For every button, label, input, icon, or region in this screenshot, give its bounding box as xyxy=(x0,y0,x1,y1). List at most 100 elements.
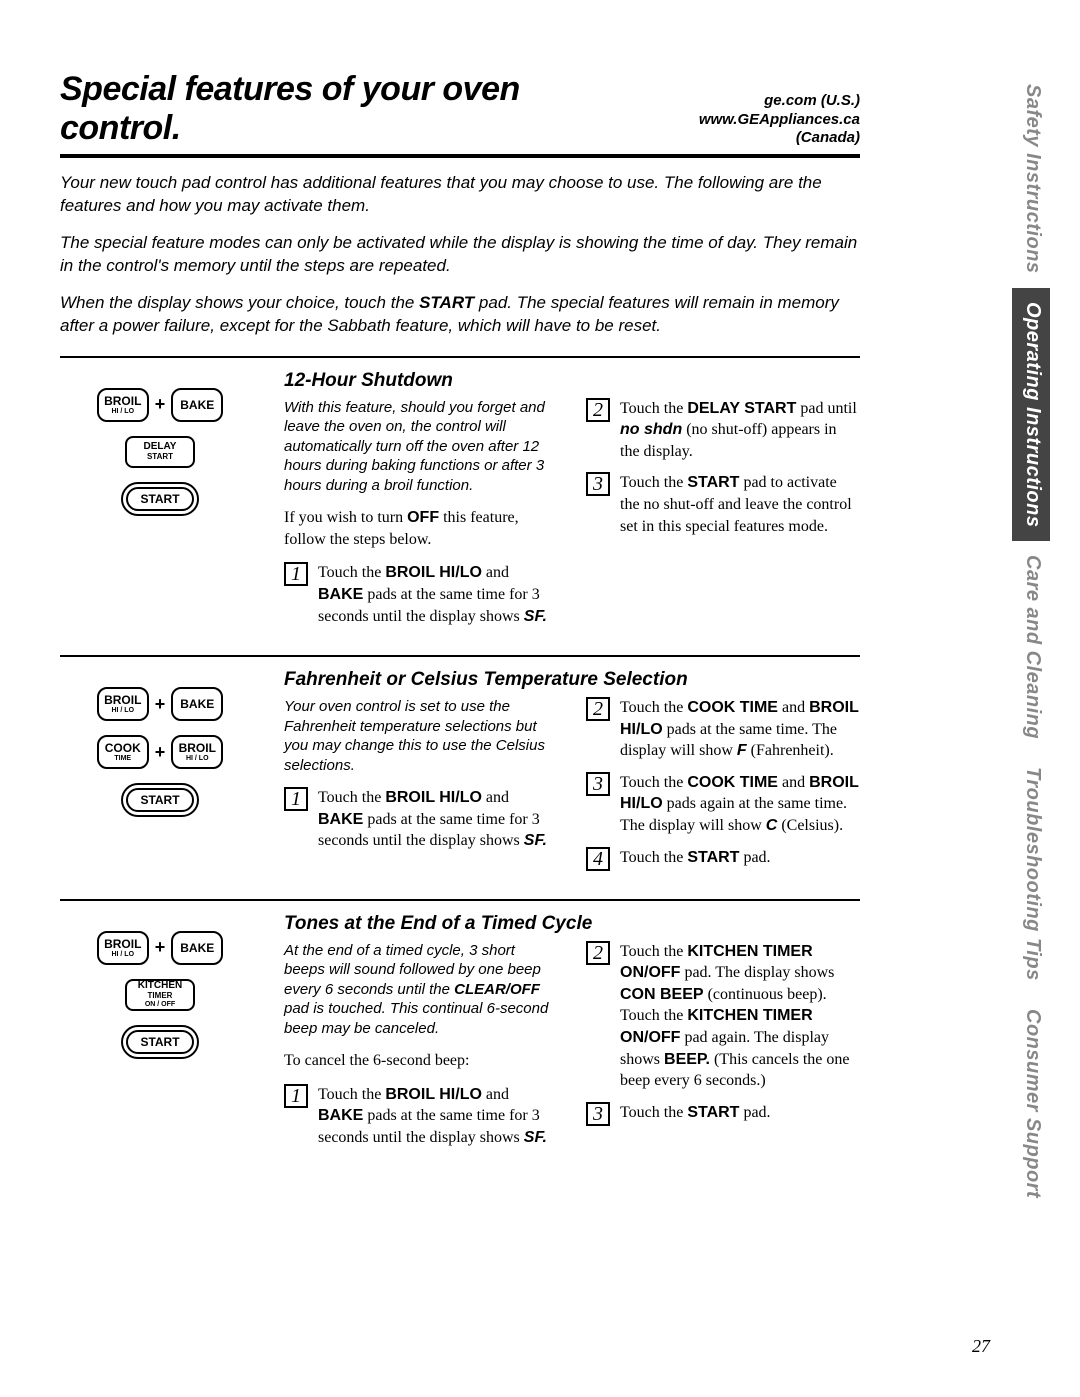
s3-3b: START xyxy=(687,1104,739,1121)
plus-icon-2: + xyxy=(155,694,166,715)
s1-2a: Touch the xyxy=(620,400,687,417)
s1-2b: DELAY START xyxy=(687,400,796,417)
pad-start-3: START xyxy=(126,1030,193,1054)
pad-broil-4: BROIL HI / LO xyxy=(97,931,149,965)
s1-p1b: OFF xyxy=(407,509,439,526)
pad-delay-label: DELAY xyxy=(144,442,177,452)
s2-step2: 2 Touch the COOK TIME and BROIL HI/LO pa… xyxy=(586,697,860,762)
s2-3g: (Celsius). xyxy=(777,817,843,834)
s3-step2: 2 Touch the KITCHEN TIMER ON/OFF pad. Th… xyxy=(586,941,860,1092)
s1-step1-text: Touch the BROIL HI/LO and BAKE pads at t… xyxy=(318,562,558,627)
s3-num-3: 3 xyxy=(586,1102,610,1126)
pad-kitchen-timer: KITCHEN TIMER ON / OFF xyxy=(125,979,195,1011)
s1-col-left: With this feature, should you forget and… xyxy=(284,398,558,637)
s1-2d: no shdn xyxy=(620,421,682,438)
pad-bake-label: BAKE xyxy=(180,399,214,411)
pad-cook-label: COOK xyxy=(105,742,141,754)
pad-bake-label-2: BAKE xyxy=(180,698,214,710)
tab-consumer[interactable]: Consumer Support xyxy=(1012,995,1050,1212)
s3-lb: CLEAR/OFF xyxy=(454,981,540,998)
pad-start-outer: START xyxy=(121,482,198,516)
s1-step2-text: Touch the DELAY START pad until no shdn … xyxy=(620,398,860,463)
s3-title: Tones at the End of a Timed Cycle xyxy=(284,913,860,935)
s2-3b: COOK TIME xyxy=(687,774,778,791)
pad-hilo-label-2: HI / LO xyxy=(111,707,134,714)
s3-1a: Touch the xyxy=(318,1086,385,1103)
s3-step2-text: Touch the KITCHEN TIMER ON/OFF pad. The … xyxy=(620,941,860,1092)
plus-icon-4: + xyxy=(155,937,166,958)
intro-p3b: START xyxy=(419,293,474,312)
s2-1a: Touch the xyxy=(318,789,385,806)
s3-2c: pad. The display shows xyxy=(680,964,834,981)
pad-row-broil-bake-1: BROIL HI / LO + BAKE xyxy=(97,388,224,422)
s3-2d: CON BEEP xyxy=(620,986,704,1003)
s1-step2: 2 Touch the DELAY START pad until no shd… xyxy=(586,398,860,463)
s1-1a: Touch the xyxy=(318,564,385,581)
s2-2g: (Fahrenheit). xyxy=(747,742,834,759)
s1-lead: With this feature, should you forget and… xyxy=(284,398,558,496)
s1-3b: START xyxy=(687,474,739,491)
tab-safety[interactable]: Safety Instructions xyxy=(1012,70,1050,288)
s2-step3: 3 Touch the COOK TIME and BROIL HI/LO pa… xyxy=(586,772,860,837)
s1-1c: and xyxy=(482,564,509,581)
s1-2c: pad until xyxy=(796,400,856,417)
step-num-2: 2 xyxy=(586,398,610,422)
s2-3c: and xyxy=(778,774,809,791)
url-us: ge.com (U.S.) xyxy=(636,92,860,111)
s3-step3: 3 Touch the START pad. xyxy=(586,1102,860,1126)
pad-broil-label-2: BROIL xyxy=(104,694,141,706)
pad-broil: BROIL HI / LO xyxy=(97,388,149,422)
tab-care[interactable]: Care and Cleaning xyxy=(1012,541,1050,753)
pad-broil-3: BROIL HI / LO xyxy=(171,735,223,769)
plus-icon: + xyxy=(155,394,166,415)
s3-1c: and xyxy=(482,1086,509,1103)
s2-step2-text: Touch the COOK TIME and BROIL HI/LO pads… xyxy=(620,697,860,762)
pad-broil-2: BROIL HI / LO xyxy=(97,687,149,721)
pad-broil-label-3: BROIL xyxy=(179,742,216,754)
s3-lc: pad is touched. This continual 6-second … xyxy=(284,1000,548,1037)
s2-step1-text: Touch the BROIL HI/LO and BAKE pads at t… xyxy=(318,787,558,852)
s1-col-right: 2 Touch the DELAY START pad until no shd… xyxy=(586,398,860,637)
header: Special features of your oven control. g… xyxy=(60,70,860,158)
pad-start: START xyxy=(126,487,193,511)
text-col-1: 12-Hour Shutdown With this feature, shou… xyxy=(284,370,860,637)
tab-operating[interactable]: Operating Instructions xyxy=(1012,288,1050,541)
s2-3a: Touch the xyxy=(620,774,687,791)
side-tabs: Safety Instructions Operating Instructio… xyxy=(1012,70,1050,1212)
pad-hilo-label: HI / LO xyxy=(111,408,134,415)
pad-row-cook-broil: COOK TIME + BROIL HI / LO xyxy=(97,735,224,769)
pad-bake: BAKE xyxy=(171,388,223,422)
pad-hilo-label-3: HI / LO xyxy=(186,755,209,762)
pad-hilo-label-4: HI / LO xyxy=(111,951,134,958)
step-num-1: 1 xyxy=(284,562,308,586)
page-number: 27 xyxy=(972,1336,990,1357)
tab-troubleshooting[interactable]: Troubleshooting Tips xyxy=(1012,753,1050,995)
s3-p1: To cancel the 6-second beep: xyxy=(284,1050,558,1072)
pad-row-broil-bake-2: BROIL HI / LO + BAKE xyxy=(97,687,224,721)
intro-p2: The special feature modes can only be ac… xyxy=(60,232,860,278)
pad-start-2: START xyxy=(126,788,193,812)
s1-p1a: If you wish to turn xyxy=(284,509,407,526)
pad-cook-time: COOK TIME xyxy=(97,735,149,769)
s2-cols: Your oven control is set to use the Fahr… xyxy=(284,697,860,881)
s2-2a: Touch the xyxy=(620,699,687,716)
s2-3f: C xyxy=(766,817,778,834)
s2-num-2: 2 xyxy=(586,697,610,721)
s2-1c: and xyxy=(482,789,509,806)
s3-1d: BAKE xyxy=(318,1107,363,1124)
s3-lead: At the end of a timed cycle, 3 short bee… xyxy=(284,941,558,1039)
s3-1b: BROIL HI/LO xyxy=(385,1086,482,1103)
intro-p1: Your new touch pad control has additiona… xyxy=(60,172,860,218)
section-temp: BROIL HI / LO + BAKE COOK TIME + BRO xyxy=(60,655,860,881)
s1-cols: With this feature, should you forget and… xyxy=(284,398,860,637)
s2-4c: pad. xyxy=(739,849,770,866)
btn-col-2: BROIL HI / LO + BAKE COOK TIME + BRO xyxy=(60,669,260,881)
s1-step3: 3 Touch the START pad to activate the no… xyxy=(586,472,860,537)
page-title: Special features of your oven control. xyxy=(60,70,636,148)
s1-1d: BAKE xyxy=(318,586,363,603)
s3-num-1: 1 xyxy=(284,1084,308,1108)
url-ca: www.GEAppliances.ca (Canada) xyxy=(636,111,860,149)
pad-broil-label-4: BROIL xyxy=(104,938,141,950)
s2-num-4: 4 xyxy=(586,847,610,871)
btn-col-3: BROIL HI / LO + BAKE KITCHEN TIMER ON / … xyxy=(60,913,260,1159)
